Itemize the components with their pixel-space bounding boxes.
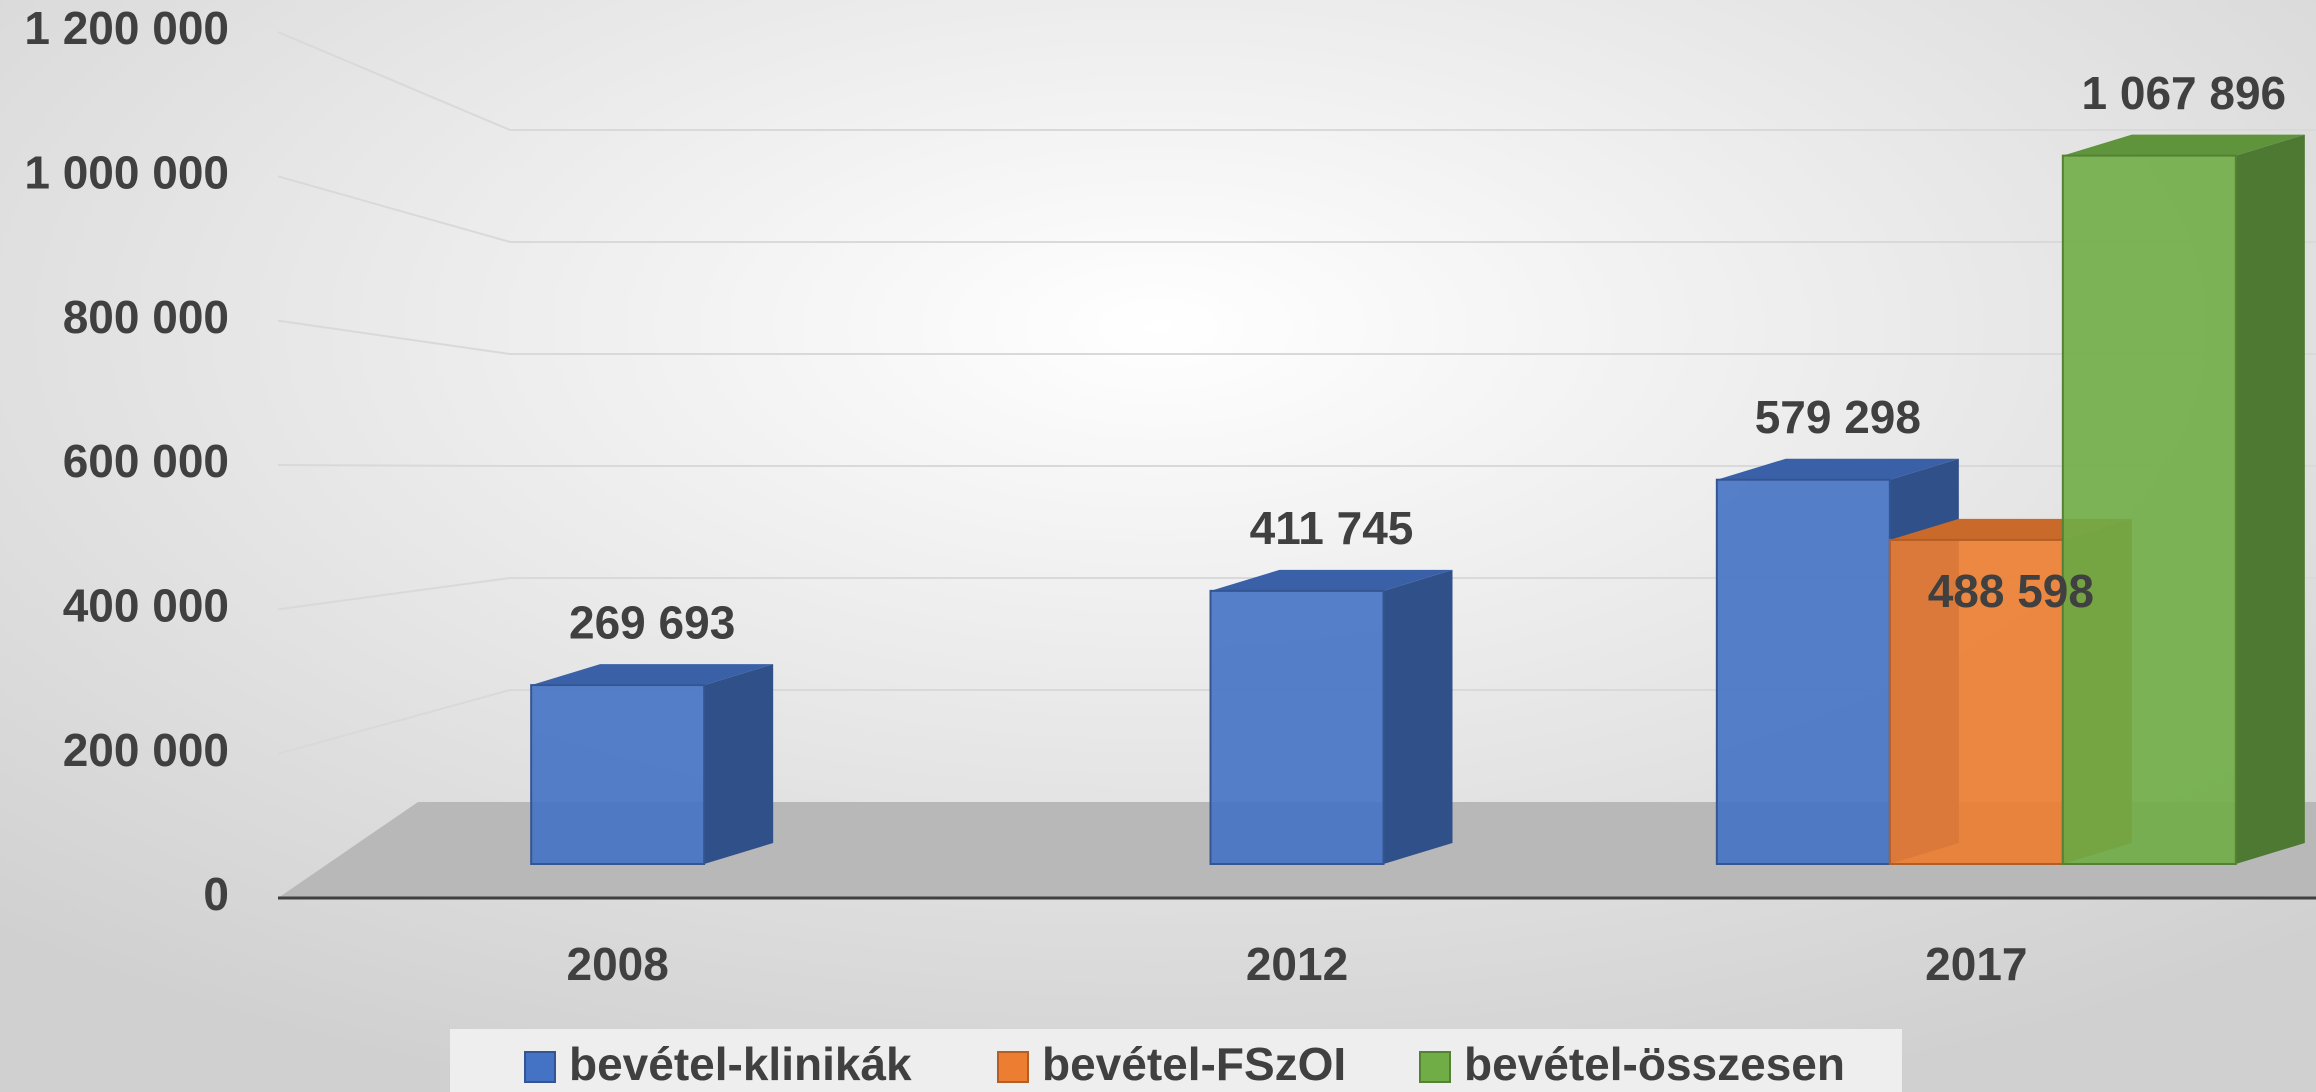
- x-tick-label: 2012: [1246, 938, 1348, 990]
- y-tick-label: 0: [203, 868, 229, 920]
- legend: [450, 1029, 1902, 1092]
- y-tick-label: 600 000: [63, 435, 229, 487]
- grid-line: [277, 31, 2316, 131]
- y-tick-label: 1 000 000: [24, 146, 229, 198]
- data-label: 488 598: [1928, 565, 2094, 617]
- bar-top: [531, 664, 774, 686]
- y-tick-label: 1 200 000: [24, 2, 229, 54]
- bar-top: [1210, 569, 1453, 591]
- bar: [1888, 538, 2064, 865]
- legend-swatch: [1419, 1051, 1451, 1083]
- grid-line: [277, 689, 2316, 755]
- legend-swatch: [997, 1051, 1029, 1083]
- data-label: 579 298: [1755, 391, 1921, 443]
- x-tick-label: 2008: [566, 938, 668, 990]
- bar: [530, 684, 706, 865]
- x-tick-label: 2017: [1925, 938, 2027, 990]
- bar: [2061, 154, 2237, 866]
- bar-side: [2235, 134, 2305, 865]
- grid-line: [277, 577, 2316, 611]
- grid-line: [277, 464, 2316, 467]
- data-label: 269 693: [569, 596, 735, 648]
- legend-swatch: [524, 1051, 556, 1083]
- legend-label: bevétel-FSzOI: [1042, 1038, 1346, 1090]
- y-tick-label: 400 000: [63, 579, 229, 631]
- legend-label: bevétel-összesen: [1464, 1038, 1845, 1090]
- bar-top: [1716, 458, 1959, 480]
- bar: [1209, 589, 1385, 865]
- grid-line: [277, 319, 2316, 355]
- data-label: 411 745: [1250, 502, 1414, 554]
- legend-label: bevétel-klinikák: [569, 1038, 912, 1090]
- grid-line: [277, 175, 2316, 243]
- y-tick-label: 800 000: [63, 291, 229, 343]
- bar-side: [1383, 569, 1453, 864]
- data-label: 1 067 896: [2082, 67, 2287, 119]
- bar: [1715, 478, 1891, 865]
- y-tick-label: 200 000: [63, 724, 229, 776]
- bar-top: [2062, 134, 2305, 156]
- bar-side: [704, 664, 774, 864]
